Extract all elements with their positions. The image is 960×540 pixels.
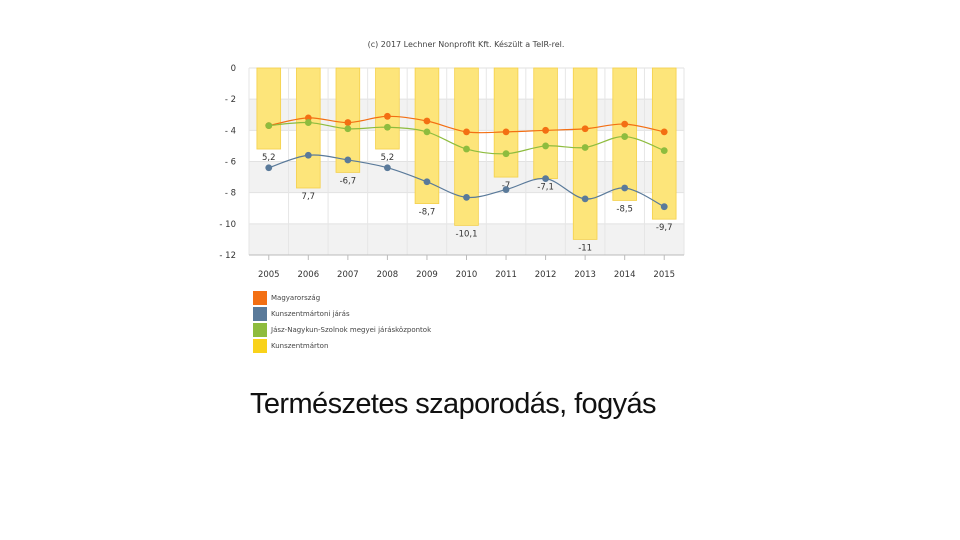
data-point [660, 147, 668, 154]
data-point [581, 144, 589, 151]
legend-label: Jász-Nagykun-Szolnok megyei járásközpont… [271, 326, 432, 334]
y-tick-label: - 2 [225, 95, 236, 105]
bar [533, 67, 558, 180]
legend-label: Kunszentmárton [271, 342, 329, 350]
bar [256, 67, 282, 150]
line-series-2 [265, 119, 668, 158]
bar-label: -8,5 [616, 204, 633, 214]
data-point [304, 119, 312, 126]
bar-label: -10,1 [456, 229, 478, 239]
legend-label: Magyarország [271, 294, 321, 302]
y-tick-label: - 12 [219, 251, 236, 261]
data-point [621, 120, 629, 128]
data-point [502, 150, 510, 158]
data-point [384, 164, 391, 172]
data-point [542, 175, 549, 183]
x-tick-label: 2010 [456, 270, 478, 280]
slide-title: Természetes szaporodás, fogyás [250, 388, 657, 420]
bar-label: -8,7 [419, 208, 436, 218]
bar-label: -9,7 [656, 223, 673, 233]
x-tick-label: 2014 [614, 270, 636, 280]
x-tick-label: 2015 [653, 270, 675, 280]
y-axis: 0 - 2 - 4 - 6 - 8 - 10 - 12 [219, 64, 236, 261]
data-point [660, 203, 668, 211]
legend-label: Kunszentmártoni járás [271, 310, 350, 318]
bar-label: -6,7 [340, 176, 357, 186]
x-tick-label: 2011 [495, 270, 517, 280]
data-point [581, 195, 589, 203]
data-point [344, 119, 352, 126]
x-tick-label: 2006 [297, 270, 319, 280]
bar-labels: 5,2 7,7 -6,7 5,2 -8,7 -10,1 -7 -7,1 -11 -8,5 -9,7 [262, 153, 673, 253]
y-tick-label: 0 [231, 64, 236, 74]
y-tick-label: - 6 [225, 158, 236, 168]
data-point [542, 142, 549, 150]
data-point [463, 193, 470, 201]
x-tick-label: 2008 [377, 270, 399, 280]
line-series [265, 112, 668, 211]
legend-swatch [253, 291, 267, 305]
legend-item-magyarorszag[interactable]: Magyarország [253, 290, 431, 306]
data-point [621, 133, 629, 140]
x-tick-label: 2013 [574, 270, 596, 280]
legend-swatch [253, 307, 267, 321]
data-point [581, 125, 589, 133]
y-tick-label: - 10 [219, 220, 236, 230]
data-point [344, 125, 352, 133]
y-tick-label: - 4 [225, 126, 236, 136]
chart-credit: (c) 2017 Lechner Nonprofit Kft. Készült … [368, 39, 565, 49]
x-tick-label: 2009 [416, 270, 438, 280]
plot-band [249, 223, 684, 255]
bar [414, 67, 440, 204]
legend-swatch [253, 339, 267, 353]
bar [296, 67, 321, 189]
line-series-0 [265, 112, 668, 136]
bar-label: 5,2 [262, 153, 276, 163]
bar-label: -11 [578, 243, 592, 253]
bar [375, 67, 400, 150]
legend-item-kunszentmarton[interactable]: Kunszentmárton [253, 338, 431, 354]
x-axis: 2005 2006 2007 2008 2009 2010 2011 2012 2013 2014… [249, 254, 684, 280]
bar-label: -7,1 [537, 183, 554, 193]
data-point [304, 114, 312, 122]
x-tick-label: 2007 [337, 270, 359, 280]
data-point [384, 112, 391, 120]
data-point [542, 126, 549, 134]
data-point [265, 122, 273, 130]
x-tick-label: 2012 [535, 270, 557, 280]
legend: Magyarország Kunszentmártoni járás Jász-… [253, 290, 431, 354]
data-point [463, 128, 470, 136]
data-point [463, 145, 470, 153]
bar-label: 7,7 [302, 192, 316, 202]
bar [651, 67, 677, 220]
x-tick-label: 2005 [258, 270, 280, 280]
line-series-1 [265, 151, 668, 211]
data-point [502, 186, 510, 193]
bar [572, 67, 598, 240]
legend-swatch [253, 323, 267, 337]
y-tick-label: - 8 [225, 189, 236, 199]
bar [493, 67, 519, 178]
legend-item-jarasközpontok[interactable]: Jász-Nagykun-Szolnok megyei járásközpont… [253, 322, 431, 338]
bar-label: -7 [502, 181, 510, 191]
data-point [502, 128, 510, 136]
data-point [265, 164, 273, 172]
data-point [304, 151, 312, 159]
data-point [423, 128, 431, 136]
bar-label: 5,2 [381, 153, 395, 163]
data-point [423, 117, 431, 125]
data-point [344, 156, 352, 164]
data-point [660, 128, 668, 136]
data-point [621, 184, 629, 192]
data-point [384, 123, 391, 131]
legend-item-kunszentmartoni-jaras[interactable]: Kunszentmártoni járás [253, 306, 431, 322]
data-point [423, 178, 431, 186]
